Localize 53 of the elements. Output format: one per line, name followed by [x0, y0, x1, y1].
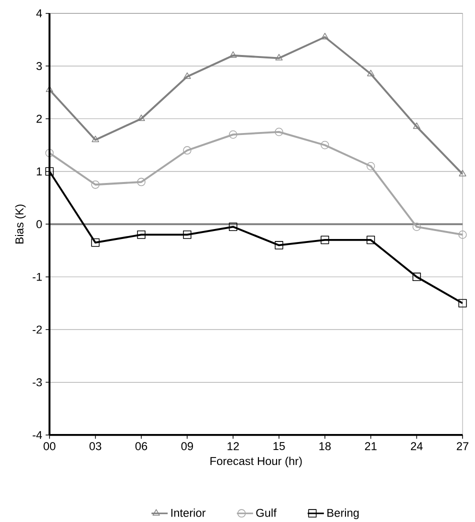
point — [321, 32, 329, 40]
y-tick-label: -1 — [32, 272, 42, 281]
point — [228, 222, 238, 231]
x-tick-label: 18 — [319, 442, 331, 450]
point — [183, 230, 192, 239]
y-tick-label: 2 — [36, 114, 42, 123]
point — [184, 72, 191, 79]
point — [412, 222, 421, 231]
point — [137, 178, 146, 186]
y-tick-label: 1 — [36, 168, 42, 176]
x-tick-label: 03 — [90, 442, 102, 450]
point — [183, 146, 192, 155]
point — [228, 130, 238, 139]
legend-label: Bering — [327, 508, 359, 520]
point — [412, 272, 421, 282]
point — [91, 238, 100, 247]
point — [45, 148, 54, 158]
legend-label: Gulf — [256, 508, 277, 517]
x-tick-label: 21 — [365, 442, 377, 450]
point — [320, 140, 330, 150]
point — [137, 230, 146, 239]
point — [274, 241, 284, 250]
y-tick-label: -4 — [32, 431, 42, 439]
point — [45, 167, 54, 176]
x-tick-label: 06 — [135, 442, 148, 450]
point — [458, 299, 467, 308]
x-tick-label: 12 — [228, 442, 239, 450]
x-tick-label: 09 — [181, 442, 193, 450]
y-tick-label: 3 — [36, 62, 42, 70]
y-tick-label: 4 — [36, 9, 42, 18]
point — [458, 170, 466, 176]
point — [138, 114, 145, 122]
point — [413, 122, 420, 129]
point — [274, 128, 284, 136]
x-tick-label: 24 — [410, 442, 423, 450]
point — [92, 136, 100, 142]
y-tick-label: -2 — [32, 326, 42, 334]
point — [366, 236, 375, 244]
point — [320, 236, 330, 244]
point — [458, 230, 467, 239]
x-tick-label: 15 — [274, 442, 285, 450]
x-axis-title: Forecast Hour (hr) — [210, 456, 302, 468]
point — [91, 180, 100, 189]
legend-label: Interior — [171, 508, 206, 517]
x-tick-label: 00 — [44, 442, 56, 450]
y-axis-title: Bias (K) — [15, 204, 26, 244]
y-tick-label: -3 — [32, 378, 42, 386]
x-tick-label: 27 — [456, 442, 468, 450]
point — [229, 51, 237, 58]
point — [275, 54, 283, 60]
point — [366, 162, 375, 170]
point — [367, 70, 374, 76]
y-tick-label: 0 — [36, 220, 42, 228]
